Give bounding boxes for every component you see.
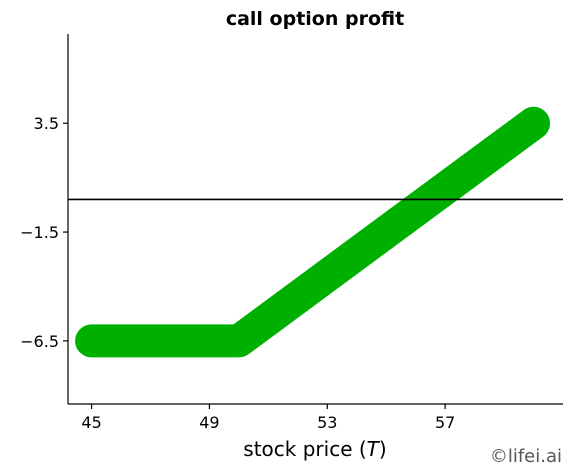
profit-line-series-0 (75, 106, 551, 358)
watermark: ©lifei.ai (490, 446, 562, 467)
y-tick-label: 3.5 (34, 114, 59, 133)
chart-title: call option profit (226, 8, 404, 30)
x-axis-label-suffix: ) (379, 437, 387, 461)
y-ticks: 3.5 −1.5 −6.5 (20, 114, 68, 351)
y-tick-label: −1.5 (20, 223, 59, 242)
plot-series (75, 106, 551, 358)
x-axis-label: stock price (T) (243, 437, 386, 461)
y-tick-label: −6.5 (20, 332, 59, 351)
x-axis-label-symbol: T (367, 437, 381, 461)
x-tick-label: 49 (199, 413, 219, 432)
x-tick-label: 57 (435, 413, 455, 432)
x-ticks: 45 49 53 57 (81, 404, 455, 432)
x-tick-label: 53 (317, 413, 337, 432)
x-tick-label: 45 (81, 413, 101, 432)
x-axis-label-prefix: stock price ( (243, 437, 366, 461)
